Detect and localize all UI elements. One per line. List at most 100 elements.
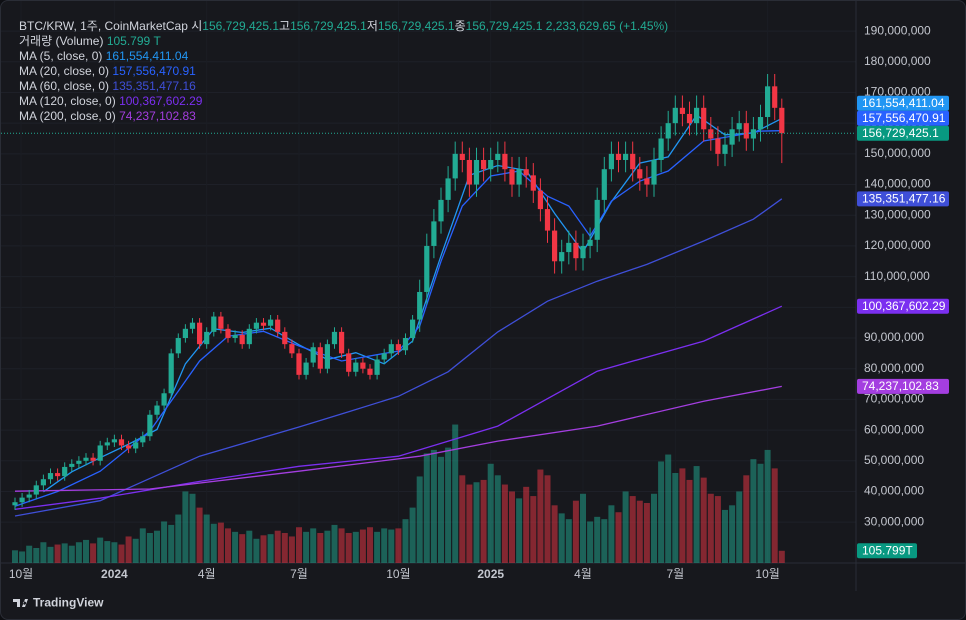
candle-body — [360, 362, 366, 369]
candle-body — [12, 502, 18, 506]
candle-body — [644, 178, 650, 185]
price-badge-label: 161,554,411.04 — [862, 96, 945, 110]
candle-body — [608, 153, 614, 170]
volume-bar — [47, 546, 54, 563]
volume-bar — [473, 482, 480, 563]
candle-body — [289, 344, 295, 354]
ma-value: 161,554,411.04 — [105, 49, 189, 63]
candle-body — [573, 242, 579, 259]
ma-line — [14, 385, 782, 492]
volume-bar — [423, 453, 430, 563]
volume-bar — [544, 475, 551, 563]
candle-body — [275, 319, 281, 332]
candle-body — [551, 230, 558, 262]
ma-line — [43, 114, 783, 493]
candle-body — [601, 169, 607, 200]
volume-bar — [153, 530, 160, 563]
ma-value: 135,351,477.16 — [112, 79, 196, 93]
legend: BTC/KRW, 1주, CoinMarketCap 시156,729,425.… — [19, 19, 668, 124]
candle-body — [509, 169, 515, 185]
ma-value: 100,367,602.29 — [119, 94, 203, 108]
candle-body — [76, 460, 82, 464]
candle-body — [772, 86, 778, 108]
volume-bar — [416, 476, 423, 563]
candle-body — [296, 353, 302, 375]
volume-bar — [757, 463, 764, 563]
candle-body — [502, 153, 508, 170]
candle-body — [630, 153, 636, 170]
volume-bar — [68, 545, 75, 563]
volume-bar — [686, 479, 693, 563]
candle-body — [488, 159, 494, 170]
candle-body — [62, 466, 68, 477]
y-tick-label: 190,000,000 — [864, 23, 931, 37]
candle-body — [381, 353, 387, 360]
x-tick-label: 10월 — [9, 567, 33, 581]
candle-body — [530, 175, 536, 191]
candle-body — [559, 252, 565, 262]
ma-line — [14, 198, 783, 517]
volume-bar — [622, 491, 629, 563]
volume-bar — [430, 449, 437, 563]
y-tick-label: 70,000,000 — [864, 392, 924, 406]
candle-body — [743, 123, 749, 139]
ma-value: 74,237,102.83 — [119, 109, 196, 123]
volume-bar — [445, 447, 452, 563]
ohlc-value: 156,729,425.1 — [202, 19, 280, 33]
volume-bar — [146, 533, 153, 563]
volume-bar — [778, 550, 785, 563]
x-tick-label: 10월 — [386, 567, 410, 581]
price-badge — [857, 110, 949, 126]
volume-bar — [750, 459, 757, 563]
volume-bar — [764, 449, 771, 563]
candle-body — [722, 144, 728, 154]
candle-body — [19, 497, 25, 503]
volume-bar — [288, 536, 295, 563]
candle-body — [140, 436, 146, 443]
ma-legend-row: MA (5, close, 0) 161,554,411.04 — [19, 49, 668, 64]
volume-bar — [26, 545, 33, 563]
candle-body — [282, 331, 288, 345]
volume-bar — [658, 461, 665, 563]
volume-bar — [345, 533, 352, 563]
volume-bar — [736, 491, 743, 563]
volume-bar — [651, 493, 658, 563]
ma-name: MA (20, close, 0) — [19, 64, 110, 78]
volume-bar — [317, 533, 324, 563]
volume-bar — [359, 529, 366, 563]
volume-bar — [224, 528, 231, 563]
y-tick-label: 50,000,000 — [864, 453, 924, 467]
y-tick-label: 120,000,000 — [864, 238, 931, 252]
volume-name: 거래량 (Volume) — [19, 34, 104, 48]
volume-bar — [54, 544, 61, 563]
candle-body — [338, 331, 345, 354]
ma-legend-row: MA (20, close, 0) 157,556,470.91 — [19, 64, 668, 79]
volume-bar — [615, 512, 622, 563]
volume-bar — [75, 542, 82, 563]
ma-legend-row: MA (200, close, 0) 74,237,102.83 — [19, 109, 668, 124]
volume-bar — [437, 456, 444, 563]
volume-bar — [523, 486, 530, 563]
price-badge — [857, 191, 949, 207]
volume-bar — [466, 484, 473, 563]
candle-body — [346, 353, 352, 372]
volume-bar — [11, 550, 18, 563]
header-row: BTC/KRW, 1주, CoinMarketCap 시156,729,425.… — [19, 19, 668, 34]
candle-body — [353, 362, 359, 372]
candle-body — [438, 199, 444, 222]
change: 2,233,629.65 (+1.45%) — [545, 19, 669, 33]
candle-body — [672, 107, 678, 124]
volume-bar — [132, 538, 139, 563]
volume-bar — [693, 466, 700, 563]
candle-body — [495, 153, 501, 160]
candle-body — [424, 245, 430, 292]
volume-bar — [260, 535, 267, 563]
volume-bar — [402, 519, 409, 563]
volume-bar — [274, 530, 281, 563]
candle-body — [104, 442, 110, 446]
volume-bar — [771, 468, 778, 563]
volume-bar — [487, 463, 494, 563]
volume-bar — [551, 505, 558, 563]
y-tick-label: 150,000,000 — [864, 146, 931, 160]
